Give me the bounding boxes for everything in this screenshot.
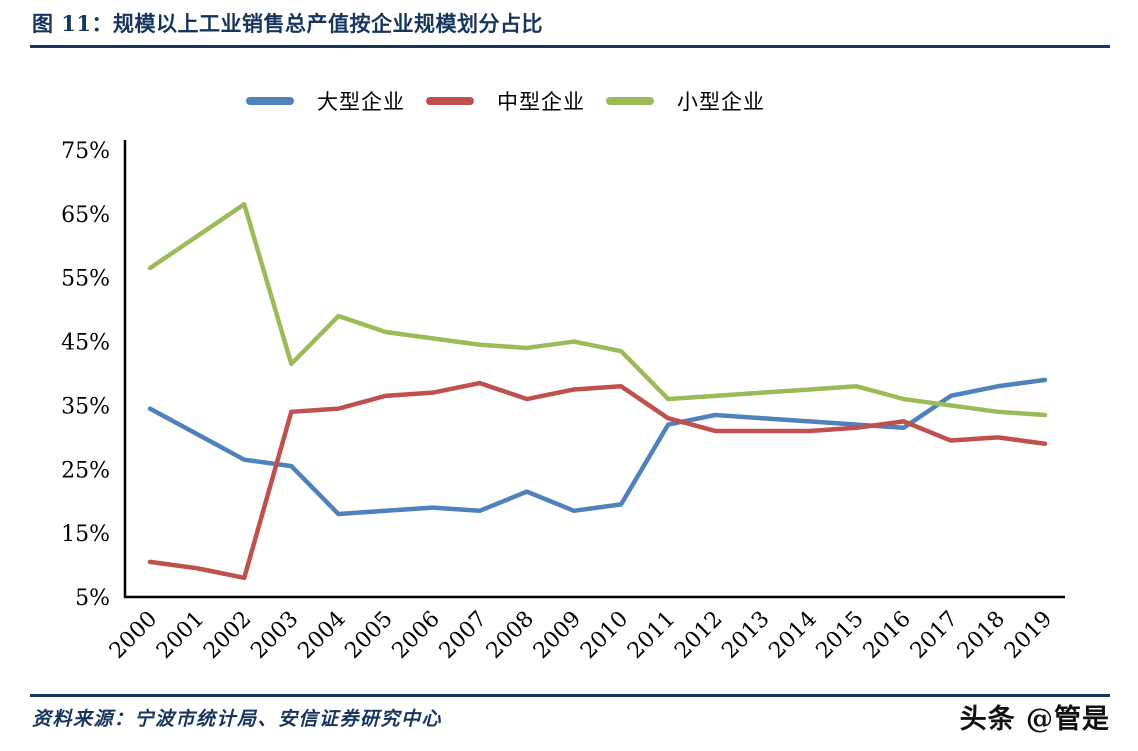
x-axis-tick-label: 2002 <box>199 607 256 664</box>
x-axis-tick-label: 2010 <box>576 607 633 664</box>
legend-item-2: 小型企业 <box>606 86 765 116</box>
x-axis-tick-label: 2008 <box>482 607 539 664</box>
x-axis-tick-label: 2011 <box>623 607 680 664</box>
legend: 大型企业 中型企业 小型企业 <box>246 86 765 116</box>
x-axis-tick-label: 2006 <box>388 607 445 664</box>
y-axis-tick-label: 15% <box>61 522 110 547</box>
y-axis-tick-label: 5% <box>75 586 110 611</box>
x-axis-tick-label: 2003 <box>246 607 303 664</box>
legend-line-swatch <box>246 97 294 105</box>
legend-item-1: 中型企业 <box>426 86 585 116</box>
x-axis-tick-label: 2017 <box>906 607 963 664</box>
y-axis-tick-label: 55% <box>61 267 110 292</box>
y-axis-tick-label: 75% <box>61 139 110 164</box>
x-axis-tick-label: 2005 <box>340 607 397 664</box>
legend-label: 中型企业 <box>497 90 585 114</box>
x-axis-tick-label: 2000 <box>105 607 162 664</box>
title-rule <box>30 45 1110 48</box>
y-axis-tick-label: 35% <box>61 394 110 419</box>
y-axis-tick-label: 25% <box>61 458 110 483</box>
x-axis-tick-label: 2013 <box>717 607 774 664</box>
series-line-1 <box>147 380 1048 581</box>
legend-line-swatch <box>606 97 654 105</box>
x-axis-tick-label: 2007 <box>435 607 492 664</box>
x-axis-tick-label: 2001 <box>152 607 209 664</box>
series-line-0 <box>147 377 1048 517</box>
x-axis-tick-label: 2019 <box>1000 607 1057 664</box>
source-rule <box>30 694 1110 697</box>
x-axis-tick-label: 2014 <box>764 607 821 664</box>
legend-label: 大型企业 <box>317 90 405 114</box>
y-axis-tick-label: 65% <box>61 203 110 228</box>
figure-title: 图 11：规模以上工业销售总产值按企业规模划分占比 <box>32 11 544 36</box>
x-axis-tick-label: 2016 <box>859 607 916 664</box>
watermark: 头条 @管是 <box>959 704 1110 735</box>
series-lines <box>147 202 1048 581</box>
x-axis-tick-label: 2004 <box>293 607 350 664</box>
y-axis-tick-label: 45% <box>61 331 110 356</box>
x-axis-tick-label: 2009 <box>529 607 586 664</box>
legend-line-swatch <box>426 97 474 105</box>
axis-lines <box>123 140 1065 599</box>
legend-label: 小型企业 <box>677 90 765 114</box>
axes <box>123 140 1065 599</box>
x-axis-tick-label: 2018 <box>953 607 1010 664</box>
y-axis-tick-labels: 5% 15% 25% 35% 45% 55% 65% 75% <box>61 139 110 611</box>
series-line-2 <box>147 202 1048 418</box>
x-axis-tick-labels: 2000200120022003200420052006200720082009… <box>105 607 1057 664</box>
x-axis-tick-label: 2012 <box>670 607 727 664</box>
x-axis-tick-label: 2015 <box>812 607 869 664</box>
source-text: 资料来源：宁波市统计局、安信证券研究中心 <box>32 708 443 730</box>
legend-item-0: 大型企业 <box>246 86 405 116</box>
